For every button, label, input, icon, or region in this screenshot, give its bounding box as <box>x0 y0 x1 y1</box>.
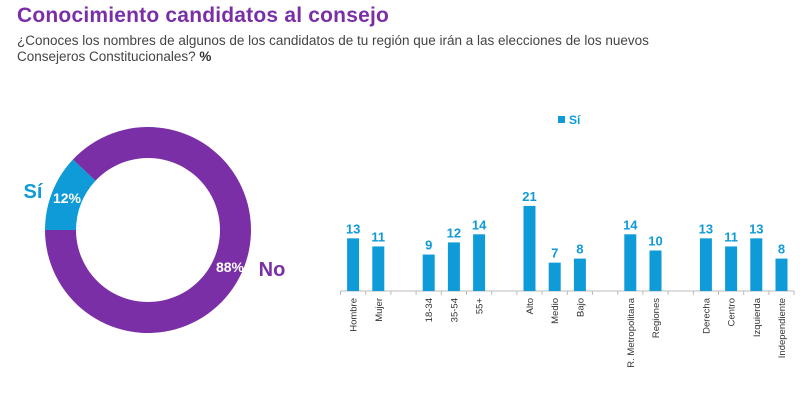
x-tick-label: Regiones <box>651 298 662 338</box>
bar-hombre <box>347 238 360 291</box>
x-tick-label: R. Metropolitana <box>626 297 637 367</box>
x-tick-label: Izquierda <box>752 297 763 337</box>
bar-regiones <box>649 250 662 291</box>
donut-slice-no <box>45 127 251 334</box>
bar-independiente <box>775 258 788 291</box>
bar-data-label: 13 <box>699 221 713 236</box>
donut-category-label: No <box>259 259 286 281</box>
bar-data-label: 21 <box>522 189 536 204</box>
bar-bajo <box>573 258 586 291</box>
x-tick-label: 35-54 <box>449 298 460 322</box>
bar-alto <box>523 205 536 291</box>
question-text: ¿Conoces los nombres de algunos de los c… <box>17 33 717 65</box>
bar-data-label: 13 <box>749 221 763 236</box>
x-tick-label: Centro <box>727 298 738 327</box>
bar-derecha <box>699 238 712 291</box>
bar-data-label: 13 <box>346 221 360 236</box>
bar-55- <box>473 234 486 291</box>
bar-izquierda <box>750 238 763 291</box>
bar-18-34 <box>422 254 435 291</box>
legend-swatch <box>558 116 565 123</box>
bar-data-label: 10 <box>648 234 662 249</box>
x-tick-label: Mujer <box>374 298 385 322</box>
bar-data-label: 14 <box>623 217 638 232</box>
bar-data-label: 11 <box>371 229 385 244</box>
bar-data-label: 8 <box>576 242 583 257</box>
bar-data-label: 12 <box>447 225 461 240</box>
bar-mujer <box>372 246 385 291</box>
bar-r-metropolitana <box>624 234 637 291</box>
bar-medio <box>548 262 561 291</box>
x-tick-label: Bajo <box>575 298 586 317</box>
legend-label: Sí <box>569 113 581 127</box>
page-title: Conocimiento candidatos al consejo <box>17 4 390 27</box>
donut-value-label: 12% <box>53 190 82 206</box>
x-tick-label: Hombre <box>349 298 360 332</box>
unit-label: % <box>199 49 212 64</box>
bar-data-label: 11 <box>724 229 738 244</box>
donut-slice-sí <box>45 159 96 230</box>
x-tick-label: 55+ <box>475 298 486 315</box>
x-tick-label: Independiente <box>777 298 788 358</box>
donut-category-label: Sí <box>24 181 44 203</box>
question: ¿Conoces los nombres de algunos de los c… <box>17 33 649 64</box>
x-tick-label: 18-34 <box>424 298 435 322</box>
x-tick-label: Alto <box>525 298 536 314</box>
bar-data-label: 9 <box>425 238 432 253</box>
bar-data-label: 8 <box>778 242 785 257</box>
x-tick-label: Derecha <box>701 297 712 334</box>
bar-data-label: 7 <box>551 246 558 261</box>
bar-35-54 <box>447 242 460 291</box>
donut-value-label: 88% <box>216 259 245 275</box>
x-tick-label: Medio <box>550 298 561 324</box>
bar-data-label: 14 <box>472 217 487 232</box>
bar-centro <box>725 246 738 291</box>
